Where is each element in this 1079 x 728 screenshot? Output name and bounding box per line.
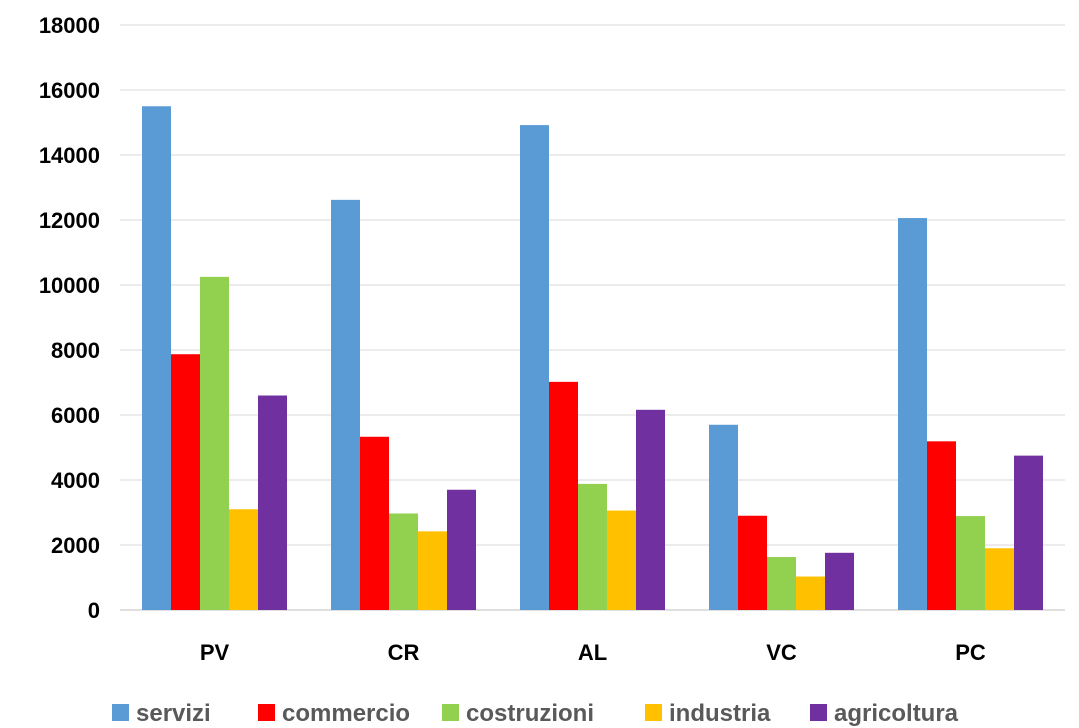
legend: servizi commercio costruzioni industria agri… [112, 700, 959, 727]
bar-commercio-cr [360, 436, 389, 610]
y-tick-label: 6000 [51, 403, 100, 428]
bar-commercio-pv [171, 354, 200, 610]
bar-industria-al [607, 510, 636, 610]
bar-costruzioni-pv [200, 276, 229, 610]
legend-label-commercio: commercio [282, 700, 410, 727]
y-tick-label: 16000 [39, 78, 100, 103]
bar-industria-pv [229, 509, 258, 610]
y-tick-label: 12000 [39, 208, 100, 233]
legend-swatch-industria [645, 704, 662, 721]
bar-servizi-cr [331, 199, 360, 610]
x-category-label: CR [388, 640, 420, 665]
y-tick-label: 18000 [39, 13, 100, 38]
bar-servizi-al [520, 125, 549, 610]
legend-label-industria: industria [669, 700, 771, 727]
bars [142, 106, 1043, 611]
y-axis-ticks: 0 2000 4000 6000 8000 10000 12000 14000 16000 180… [39, 13, 100, 623]
x-category-label: PV [200, 640, 230, 665]
bar-industria-cr [418, 531, 447, 610]
legend-label-servizi: servizi [136, 700, 211, 727]
y-tick-label: 4000 [51, 468, 100, 493]
bar-costruzioni-cr [389, 513, 418, 610]
y-tick-label: 14000 [39, 143, 100, 168]
bar-commercio-vc [738, 515, 767, 610]
x-category-label: VC [766, 640, 797, 665]
bar-commercio-pc [927, 441, 956, 610]
bar-costruzioni-al [578, 483, 607, 610]
bar-servizi-pc [898, 218, 927, 611]
legend-swatch-agricoltura [810, 704, 827, 721]
bar-servizi-vc [709, 424, 738, 610]
bar-agricoltura-al [636, 409, 665, 610]
bar-industria-pc [985, 548, 1014, 610]
x-category-label: PC [955, 640, 986, 665]
legend-label-costruzioni: costruzioni [466, 700, 594, 727]
bar-servizi-pv [142, 106, 171, 610]
y-tick-label: 10000 [39, 273, 100, 298]
legend-swatch-servizi [112, 704, 129, 721]
bar-agricoltura-pv [258, 395, 287, 610]
bar-agricoltura-pc [1014, 455, 1043, 610]
legend-label-agricoltura: agricoltura [834, 700, 959, 727]
legend-swatch-commercio [258, 704, 275, 721]
bar-costruzioni-vc [767, 557, 796, 610]
bar-costruzioni-pc [956, 516, 985, 610]
legend-swatch-costruzioni [442, 704, 459, 721]
bar-commercio-al [549, 381, 578, 610]
y-tick-label: 0 [88, 598, 100, 623]
bar-industria-vc [796, 576, 825, 610]
bar-agricoltura-vc [825, 552, 854, 610]
y-tick-label: 8000 [51, 338, 100, 363]
x-category-label: AL [578, 640, 607, 665]
x-axis-categories: PV CR AL VC PC [200, 640, 986, 665]
y-tick-label: 2000 [51, 533, 100, 558]
bar-agricoltura-cr [447, 489, 476, 610]
